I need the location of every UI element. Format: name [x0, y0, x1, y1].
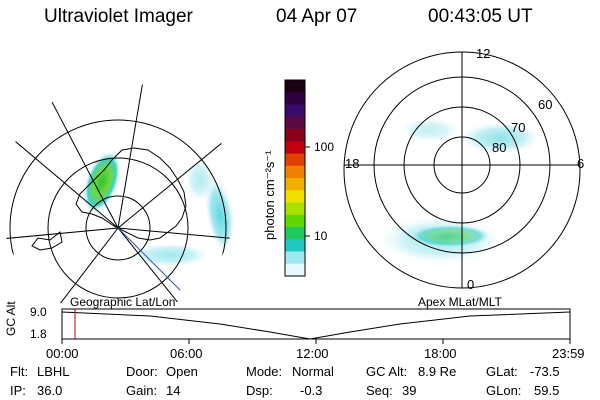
apex-map-label: Apex MLat/MLT — [418, 295, 502, 309]
status-gain-value: 14 — [166, 383, 181, 398]
color-bar-segment — [285, 80, 305, 93]
colorbar-tick-100: 100 — [314, 140, 335, 154]
color-bar-segment — [285, 129, 305, 142]
color-bar-segment — [285, 104, 305, 118]
color-bar-segment — [285, 190, 305, 203]
aurora-blob — [130, 243, 210, 267]
satellite-track — [117, 227, 181, 291]
status-gcalt-value: 8.9 Re — [418, 364, 457, 379]
time-label: 00:43:05 UT — [428, 6, 533, 27]
altitude-curve — [61, 311, 571, 340]
mlt-spokes — [344, 52, 580, 288]
xtick-2359: 23:59 — [552, 346, 585, 361]
color-bar-segment — [285, 251, 305, 265]
status-ip-label: IP: — [10, 383, 26, 398]
mlt-label-0: 0 — [467, 277, 475, 292]
altitude-xticks — [61, 339, 571, 344]
lat-label-60: 60 — [538, 97, 553, 112]
color-bar — [285, 80, 305, 277]
aurora-blob — [186, 158, 214, 202]
aurora-blob — [378, 216, 502, 264]
color-bar-frame — [284, 79, 306, 277]
lat-label-70: 70 — [511, 120, 526, 135]
date-label: 04 Apr 07 — [276, 6, 358, 27]
coastline-fragment — [31, 231, 63, 251]
status-dsp-label: Dsp: — [246, 383, 273, 398]
color-bar-segment — [285, 165, 305, 179]
antarctica-coastline — [75, 147, 187, 241]
xtick-1200: 12:00 — [296, 346, 329, 361]
color-bar-segment — [285, 153, 305, 167]
lat-label-80: 80 — [492, 140, 507, 155]
altitude-ytick-top: 9.0 — [30, 305, 47, 319]
status-mode-label: Mode: — [246, 364, 283, 379]
status-door-value: Open — [166, 364, 198, 379]
status-gain-label: Gain: — [126, 383, 158, 398]
aurora-blob — [204, 175, 236, 255]
color-bar-segment — [285, 239, 305, 252]
colorbar-tick-10: 10 — [314, 229, 328, 243]
color-bar-segment — [285, 202, 305, 216]
aurora-blob — [83, 151, 121, 213]
instrument-title: Ultraviolet Imager — [44, 6, 193, 27]
status-gcalt-label: GC Alt: — [366, 364, 408, 379]
status-glon-value: 59.5 — [534, 383, 560, 398]
mlt-label-18: 18 — [345, 156, 360, 171]
status-mode-value: Normal — [292, 364, 334, 379]
xtick-1800: 18:00 — [424, 346, 457, 361]
status-seq-label: Seq: — [366, 383, 393, 398]
status-glon-label: GLon: — [486, 383, 522, 398]
color-bar-segment — [285, 116, 305, 130]
latitude-circles — [0, 82, 236, 318]
geographic-map — [0, 82, 236, 318]
status-seq-value: 39 — [402, 383, 417, 398]
apex-outer-ring — [343, 51, 581, 289]
geographic-map-label: Geographic Lat/Lon — [70, 295, 176, 309]
color-bar-segment — [285, 178, 305, 191]
altitude-ylabel: GC Alt — [4, 301, 18, 336]
aurora-blob — [400, 118, 460, 142]
status-glat-value: -73.5 — [530, 364, 560, 379]
status-ip-value: 36.0 — [37, 383, 63, 398]
status-filter-value: LBHL — [37, 364, 70, 379]
coastline-fragment — [185, 82, 191, 83]
color-bar-segment — [285, 263, 305, 277]
color-bar-segment — [285, 227, 305, 240]
status-glat-label: GLat: — [486, 364, 518, 379]
status-dsp-value: -0.3 — [300, 383, 323, 398]
mlt-label-6: 6 — [577, 156, 585, 171]
xtick-0600: 06:00 — [170, 346, 203, 361]
color-bar-segment — [285, 92, 305, 105]
altitude-ytick-bottom: 1.8 — [30, 327, 47, 341]
apex-polar-map — [344, 52, 580, 288]
status-door-label: Door: — [126, 364, 158, 379]
color-bar-segment — [285, 214, 305, 228]
aurora-blob — [460, 122, 540, 154]
status-filter-label: Flt: — [10, 364, 29, 379]
mlt-label-12: 12 — [476, 46, 491, 61]
xtick-0000: 00:00 — [46, 346, 79, 361]
colorbar-unit-label: photon cm⁻²s⁻¹ — [262, 150, 277, 240]
color-bar-segment — [285, 141, 305, 154]
